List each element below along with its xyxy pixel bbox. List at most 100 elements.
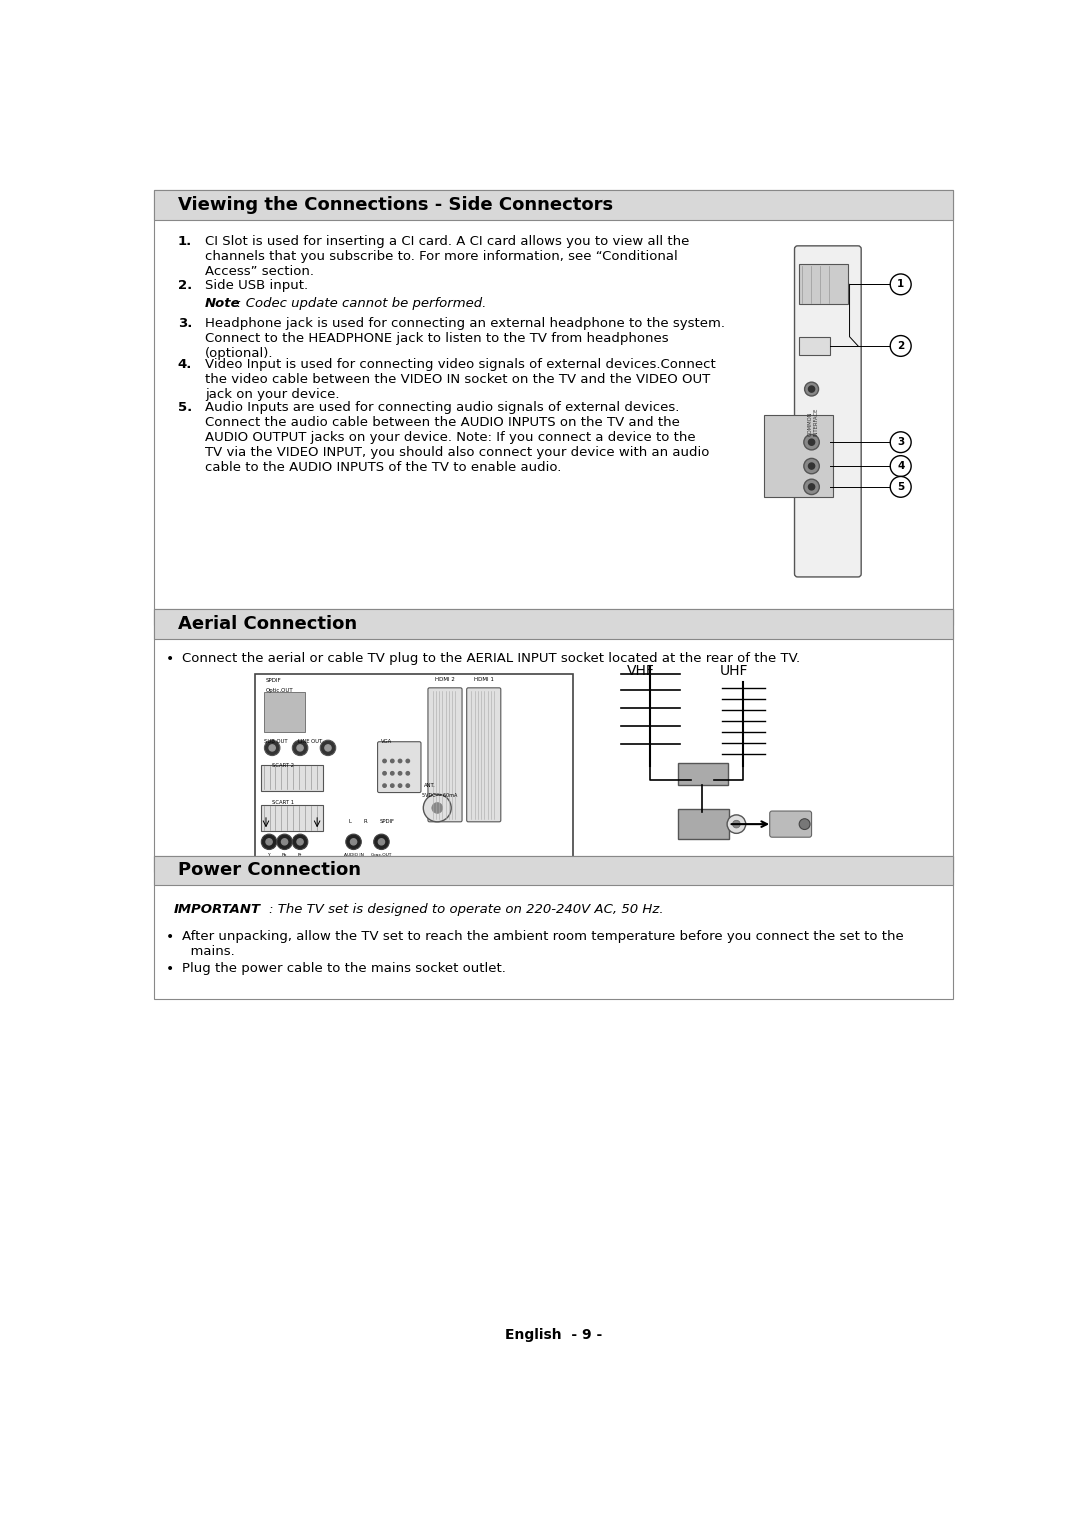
Text: Connect the aerial or cable TV plug to the AERIAL INPUT socket located at the re: Connect the aerial or cable TV plug to t… xyxy=(181,653,799,665)
Text: 2: 2 xyxy=(897,341,904,352)
Text: Video Input is used for connecting video signals of external devices.Connect
the: Video Input is used for connecting video… xyxy=(205,358,715,401)
Circle shape xyxy=(297,745,303,751)
Text: Note: Note xyxy=(205,297,241,310)
Text: •: • xyxy=(166,962,174,976)
Circle shape xyxy=(350,839,356,846)
Circle shape xyxy=(282,839,287,846)
Circle shape xyxy=(809,483,814,489)
Text: LINE OUT: LINE OUT xyxy=(298,739,322,743)
Text: 5.: 5. xyxy=(177,402,192,414)
Text: Pb: Pb xyxy=(282,853,287,856)
Text: 5VDC══ 60mA: 5VDC══ 60mA xyxy=(422,792,457,798)
Text: 3: 3 xyxy=(897,437,904,446)
Circle shape xyxy=(391,784,394,787)
Circle shape xyxy=(890,477,912,497)
Text: Headphone jack is used for connecting an external headphone to the system.
Conne: Headphone jack is used for connecting an… xyxy=(205,317,725,359)
Circle shape xyxy=(265,740,280,755)
FancyBboxPatch shape xyxy=(378,742,421,792)
Text: Side USB input.: Side USB input. xyxy=(205,278,308,292)
Circle shape xyxy=(261,835,276,850)
FancyBboxPatch shape xyxy=(677,809,729,839)
FancyBboxPatch shape xyxy=(467,688,501,821)
Circle shape xyxy=(382,784,387,787)
Text: ANT.: ANT. xyxy=(424,783,436,789)
Text: 1: 1 xyxy=(897,280,904,289)
Circle shape xyxy=(276,835,293,850)
Text: SPDIF: SPDIF xyxy=(266,677,282,683)
Circle shape xyxy=(382,772,387,775)
Circle shape xyxy=(732,820,740,829)
FancyBboxPatch shape xyxy=(770,810,811,838)
Text: 5: 5 xyxy=(897,482,904,492)
Circle shape xyxy=(297,839,303,846)
Circle shape xyxy=(399,772,402,775)
Circle shape xyxy=(423,794,451,821)
Circle shape xyxy=(890,274,912,295)
Circle shape xyxy=(809,463,814,469)
FancyBboxPatch shape xyxy=(255,674,572,859)
FancyBboxPatch shape xyxy=(799,265,848,304)
Text: SCART 1: SCART 1 xyxy=(272,800,294,806)
Text: COMMON
INTERFACE: COMMON INTERFACE xyxy=(808,407,819,436)
Circle shape xyxy=(406,784,409,787)
Text: Audio Inputs are used for connecting audio signals of external devices.
Connect : Audio Inputs are used for connecting aud… xyxy=(205,402,710,474)
Circle shape xyxy=(805,382,819,396)
Text: After unpacking, allow the TV set to reach the ambient room temperature before y: After unpacking, allow the TV set to rea… xyxy=(181,930,903,957)
Text: Pr: Pr xyxy=(298,853,302,856)
Text: SPDIF: SPDIF xyxy=(379,818,394,824)
Circle shape xyxy=(804,434,820,450)
Text: VGA: VGA xyxy=(380,739,392,743)
Text: UHF: UHF xyxy=(720,664,748,677)
Text: 3.: 3. xyxy=(177,317,192,330)
Circle shape xyxy=(809,385,814,391)
Circle shape xyxy=(374,835,389,850)
Circle shape xyxy=(432,803,443,813)
Text: 1.: 1. xyxy=(177,235,192,248)
Text: IMPORTANT: IMPORTANT xyxy=(174,902,260,916)
FancyBboxPatch shape xyxy=(677,763,728,784)
Text: HDMI 2: HDMI 2 xyxy=(435,677,455,682)
Text: AUDIO IN: AUDIO IN xyxy=(343,853,364,856)
FancyBboxPatch shape xyxy=(154,191,953,220)
Text: Y: Y xyxy=(268,853,270,856)
Circle shape xyxy=(406,772,409,775)
Text: VHF: VHF xyxy=(627,664,654,677)
FancyBboxPatch shape xyxy=(154,609,953,639)
Text: R: R xyxy=(363,818,367,824)
Circle shape xyxy=(325,745,332,751)
Text: : The TV set is designed to operate on 220-240V AC, 50 Hz.: : The TV set is designed to operate on 2… xyxy=(269,902,664,916)
FancyBboxPatch shape xyxy=(154,609,953,872)
Circle shape xyxy=(293,740,308,755)
Circle shape xyxy=(727,815,745,833)
FancyBboxPatch shape xyxy=(795,246,861,576)
FancyBboxPatch shape xyxy=(154,856,953,998)
Text: 4.: 4. xyxy=(177,358,192,372)
Circle shape xyxy=(804,479,820,494)
Text: •: • xyxy=(166,653,174,667)
Text: Power Connection: Power Connection xyxy=(177,861,361,879)
Text: SCART 2: SCART 2 xyxy=(272,763,294,768)
Circle shape xyxy=(266,839,272,846)
Circle shape xyxy=(399,760,402,763)
FancyBboxPatch shape xyxy=(154,191,953,625)
FancyBboxPatch shape xyxy=(261,804,323,832)
FancyBboxPatch shape xyxy=(765,416,833,497)
Circle shape xyxy=(382,760,387,763)
Circle shape xyxy=(890,335,912,356)
Text: CI Slot is used for inserting a CI card. A CI card allows you to view all the
ch: CI Slot is used for inserting a CI card.… xyxy=(205,235,689,278)
Circle shape xyxy=(346,835,362,850)
Text: Plug the power cable to the mains socket outlet.: Plug the power cable to the mains socket… xyxy=(181,962,505,976)
Text: SUB OUT: SUB OUT xyxy=(265,739,288,743)
Text: English  - 9 -: English - 9 - xyxy=(504,1327,603,1341)
Text: HDMI 1: HDMI 1 xyxy=(474,677,494,682)
Text: : Codec update cannot be performed.: : Codec update cannot be performed. xyxy=(237,297,486,310)
Circle shape xyxy=(809,439,814,445)
FancyBboxPatch shape xyxy=(799,336,831,355)
Circle shape xyxy=(269,745,275,751)
Text: 2.: 2. xyxy=(177,278,192,292)
Text: 4: 4 xyxy=(897,462,904,471)
Circle shape xyxy=(391,760,394,763)
Circle shape xyxy=(406,760,409,763)
Circle shape xyxy=(890,456,912,477)
Circle shape xyxy=(391,772,394,775)
